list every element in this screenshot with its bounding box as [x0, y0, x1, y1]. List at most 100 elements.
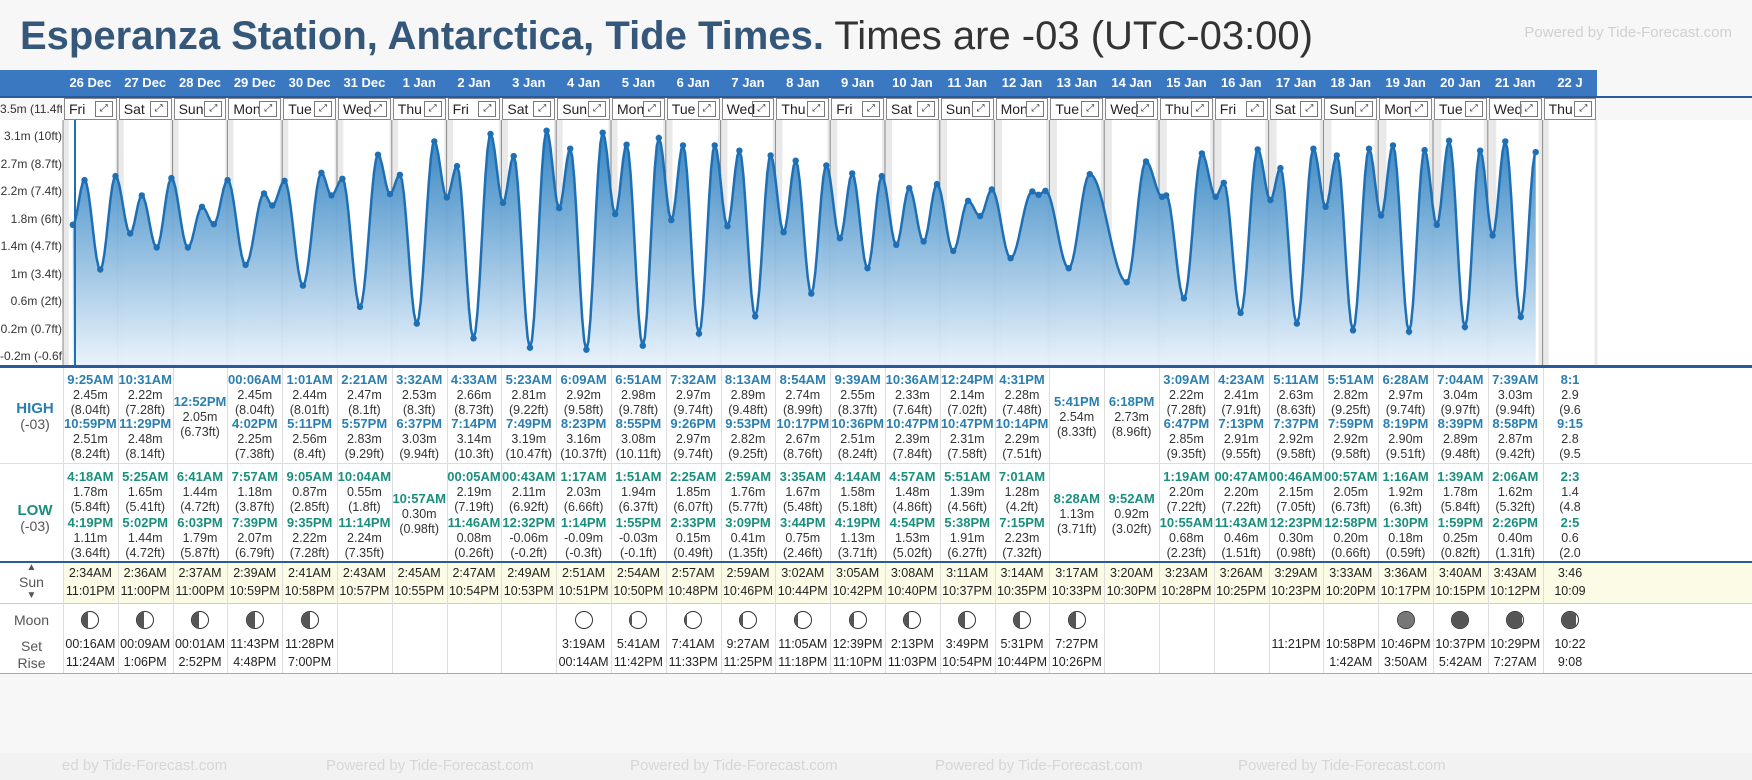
tide-point[interactable]	[849, 170, 856, 177]
tide-point[interactable]	[1267, 196, 1274, 204]
tide-point[interactable]	[543, 127, 550, 134]
tide-point[interactable]	[1293, 320, 1301, 327]
expand-icon[interactable]: ⤢	[587, 101, 606, 117]
tide-point[interactable]	[260, 190, 268, 197]
tide-point[interactable]	[736, 147, 743, 154]
tide-point[interactable]	[695, 330, 703, 337]
tide-point[interactable]	[1277, 164, 1284, 172]
tide-point[interactable]	[1198, 150, 1206, 157]
footer-powered-2[interactable]: Powered by Tide-Forecast.com	[326, 757, 534, 774]
tide-point[interactable]	[510, 152, 517, 160]
tide-point[interactable]	[836, 235, 844, 242]
tide-point[interactable]	[1042, 187, 1049, 194]
expand-icon[interactable]: ⤢	[423, 101, 442, 117]
expand-icon[interactable]: ⤢	[752, 101, 771, 117]
tide-point[interactable]	[499, 199, 507, 206]
tide-point[interactable]	[583, 346, 590, 353]
tide-point[interactable]	[1180, 295, 1188, 302]
expand-icon[interactable]: ⤢	[1519, 101, 1538, 117]
tide-point[interactable]	[1517, 313, 1525, 321]
expand-icon[interactable]: ⤢	[642, 101, 661, 117]
tide-point[interactable]	[97, 266, 104, 273]
tide-point[interactable]	[184, 244, 192, 251]
tide-point[interactable]	[443, 194, 450, 201]
tide-point[interactable]	[1377, 212, 1385, 219]
expand-icon[interactable]: ⤢	[259, 101, 278, 117]
tide-point[interactable]	[1029, 188, 1036, 195]
expand-icon[interactable]: ⤢	[1464, 101, 1483, 117]
tide-point[interactable]	[153, 244, 160, 251]
tide-point[interactable]	[224, 176, 231, 184]
tide-point[interactable]	[679, 142, 687, 149]
expand-icon[interactable]: ⤢	[1135, 101, 1154, 117]
expand-icon[interactable]: ⤢	[368, 101, 387, 117]
tide-point[interactable]	[599, 129, 606, 136]
tide-point[interactable]	[1035, 191, 1042, 198]
tide-point[interactable]	[1489, 232, 1496, 239]
tide-point[interactable]	[112, 172, 119, 180]
expand-icon[interactable]: ⤢	[1245, 101, 1264, 117]
expand-icon[interactable]: ⤢	[1355, 101, 1374, 117]
expand-icon[interactable]: ⤢	[1081, 101, 1100, 117]
tide-point[interactable]	[1421, 146, 1428, 154]
tide-point[interactable]	[269, 202, 276, 209]
tide-point[interactable]	[1405, 328, 1413, 335]
tide-point[interactable]	[1389, 142, 1397, 149]
tide-point[interactable]	[1310, 145, 1317, 152]
tide-point[interactable]	[1349, 327, 1357, 334]
tide-point[interactable]	[1365, 145, 1373, 152]
tide-point[interactable]	[920, 238, 927, 245]
tide-point[interactable]	[639, 342, 646, 349]
expand-icon[interactable]: ⤢	[94, 101, 113, 117]
tide-point[interactable]	[242, 261, 249, 269]
tide-point[interactable]	[1254, 146, 1261, 153]
tide-point[interactable]	[933, 180, 941, 188]
tide-point[interactable]	[792, 157, 799, 164]
tide-point[interactable]	[893, 241, 900, 248]
tide-point[interactable]	[623, 141, 630, 148]
tide-point[interactable]	[299, 282, 307, 289]
tide-point[interactable]	[780, 229, 787, 236]
tide-point[interactable]	[655, 134, 662, 142]
tide-point[interactable]	[988, 186, 995, 193]
tide-point[interactable]	[1532, 148, 1539, 156]
expand-icon[interactable]: ⤢	[1300, 101, 1319, 117]
tide-point[interactable]	[470, 335, 477, 342]
tide-point[interactable]	[396, 171, 404, 178]
tide-point[interactable]	[1007, 255, 1014, 262]
expand-icon[interactable]: ⤢	[149, 101, 168, 117]
tide-point[interactable]	[1123, 279, 1130, 286]
tide-point[interactable]	[374, 151, 382, 158]
expand-icon[interactable]: ⤢	[1409, 101, 1428, 117]
tide-point[interactable]	[1502, 138, 1509, 145]
tide-point[interactable]	[864, 265, 871, 272]
tide-point[interactable]	[668, 216, 675, 224]
footer-powered-4[interactable]: Powered by Tide-Forecast.com	[935, 757, 1143, 774]
footer-powered-5[interactable]: Powered by Tide-Forecast.com	[1238, 757, 1446, 774]
tide-point[interactable]	[431, 138, 438, 145]
tide-point[interactable]	[1433, 221, 1441, 228]
tide-point[interactable]	[1477, 147, 1484, 154]
powered-by-top[interactable]: Powered by Tide-Forecast.com	[1524, 24, 1732, 41]
tide-point[interactable]	[386, 190, 394, 198]
tide-point[interactable]	[198, 203, 206, 210]
tide-point[interactable]	[964, 197, 972, 204]
tide-point[interactable]	[1461, 323, 1469, 331]
tide-point[interactable]	[976, 212, 984, 220]
tide-point[interactable]	[127, 230, 134, 237]
tide-point[interactable]	[1212, 193, 1219, 200]
tide-point[interactable]	[356, 303, 364, 311]
tide-point[interactable]	[1220, 179, 1228, 186]
tide-point[interactable]	[808, 290, 815, 297]
tide-point[interactable]	[1065, 265, 1072, 272]
tide-point[interactable]	[950, 247, 957, 255]
tide-point[interactable]	[724, 223, 731, 230]
expand-icon[interactable]: ⤢	[1574, 101, 1593, 117]
expand-icon[interactable]: ⤢	[697, 101, 716, 117]
tide-point[interactable]	[526, 344, 534, 351]
expand-icon[interactable]: ⤢	[861, 101, 880, 117]
expand-icon[interactable]: ⤢	[204, 101, 223, 117]
tide-point[interactable]	[1142, 158, 1150, 165]
tide-point[interactable]	[612, 210, 619, 218]
expand-icon[interactable]: ⤢	[533, 101, 552, 117]
